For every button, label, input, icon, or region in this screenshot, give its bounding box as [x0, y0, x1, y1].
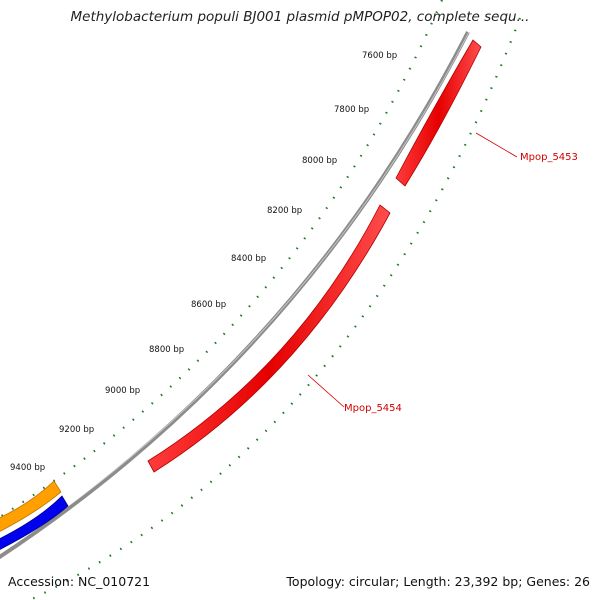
- ruler-label-8400: 8400 bp: [231, 254, 266, 264]
- gene-mpop-5454[interactable]: [147, 204, 391, 473]
- inner-ruler-ring: [0, 0, 444, 519]
- ruler-label-9000: 9000 bp: [105, 386, 140, 396]
- topology-summary: Topology: circular; Length: 23,392 bp; G…: [286, 574, 590, 589]
- gene-label-mpop-5453: Mpop_5453: [520, 152, 578, 163]
- ruler-label-8800: 8800 bp: [149, 345, 184, 355]
- backbone-arc: [0, 31, 470, 560]
- ruler-label-8200: 8200 bp: [267, 206, 302, 216]
- accession-label: Accession: NC_010721: [8, 574, 151, 589]
- leader-line-mpop-5454: [307, 374, 345, 408]
- ruler-label-7600: 7600 bp: [362, 51, 397, 61]
- ruler-label-7800: 7800 bp: [334, 105, 369, 115]
- map-title: Methylobacterium populi BJ001 plasmid pM…: [70, 9, 530, 25]
- gene-orange[interactable]: [0, 480, 62, 534]
- gene-blue[interactable]: [0, 495, 69, 552]
- ruler-label-8600: 8600 bp: [191, 300, 226, 310]
- ruler-label-9400: 9400 bp: [10, 463, 45, 473]
- ruler-label-8000: 8000 bp: [302, 156, 337, 166]
- outer-ruler-ring: [29, 17, 522, 600]
- ruler-label-9200: 9200 bp: [59, 425, 94, 435]
- leader-line-mpop-5453: [475, 132, 518, 158]
- gene-mpop-5453[interactable]: [395, 39, 482, 187]
- gene-label-mpop-5454: Mpop_5454: [344, 403, 402, 414]
